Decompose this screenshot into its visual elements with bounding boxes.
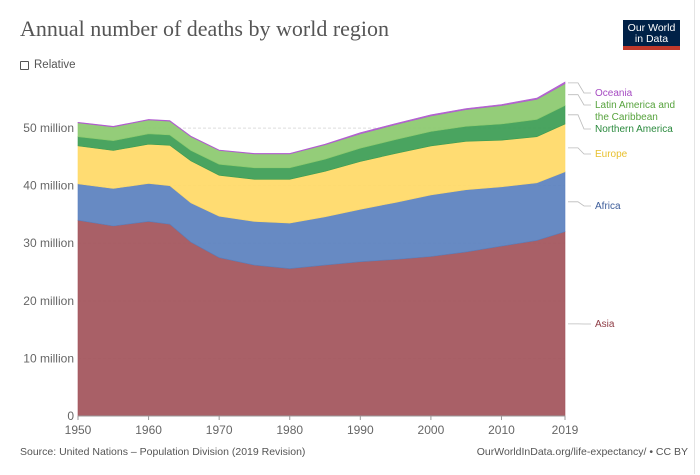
x-tick-label: 1960 [135, 423, 162, 437]
series-label-1: Africa [595, 201, 621, 212]
x-tick-label: 2010 [488, 423, 515, 437]
series-label-0: Asia [595, 319, 615, 330]
series-label-5: Oceania [595, 88, 633, 99]
x-tick-label: 1950 [65, 423, 92, 437]
label-leader-line [568, 201, 591, 207]
credit-link[interactable]: OurWorldInData.org/life-expectancy/ • CC… [476, 446, 688, 458]
y-tick-label: 40 million [23, 179, 74, 193]
x-tick-label: 2000 [418, 423, 445, 437]
x-tick-label: 2019 [552, 423, 579, 437]
owid-logo[interactable]: Our World in Data [623, 20, 680, 50]
logo-bar [623, 46, 680, 50]
area-series-5 [77, 81, 566, 155]
x-tick-label: 1990 [347, 423, 374, 437]
y-tick-label: 20 million [23, 294, 74, 308]
series-label-2: Europe [595, 149, 628, 160]
series-label-4: Latin America and [595, 100, 675, 111]
label-leader-line [568, 82, 591, 94]
y-tick-label: 50 million [23, 121, 74, 135]
x-tick-label: 1970 [206, 423, 233, 437]
chart-title: Annual number of deaths by world region [20, 16, 390, 41]
series-label-4: the Caribbean [595, 112, 658, 123]
relative-toggle[interactable]: Relative [20, 59, 76, 71]
series-label-3: Northern America [595, 124, 673, 135]
x-tick-label: 1980 [276, 423, 303, 437]
y-tick-label: 10 million [23, 351, 74, 365]
relative-label: Relative [34, 59, 76, 71]
y-tick-label: 30 million [23, 236, 74, 250]
label-leader-line [568, 114, 591, 130]
label-leader-line [568, 147, 591, 155]
label-leader-line [568, 94, 591, 106]
source-note: Source: United Nations – Population Divi… [20, 446, 306, 458]
relative-checkbox[interactable] [20, 60, 29, 70]
y-tick-label: 0 [67, 409, 74, 423]
logo-line-1: Our World [627, 22, 676, 34]
logo-line-2: in Data [634, 33, 669, 45]
